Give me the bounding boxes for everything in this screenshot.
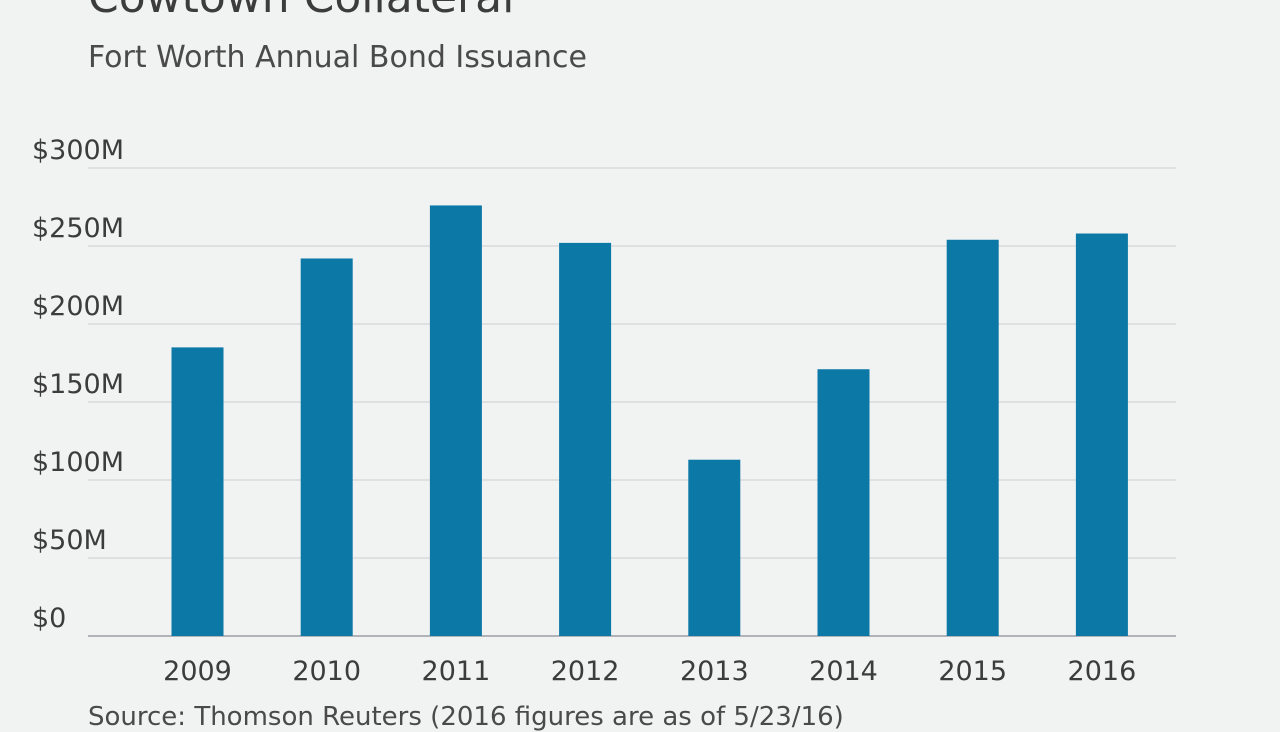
bar-2015 xyxy=(946,239,999,636)
bar-2012 xyxy=(559,242,612,636)
x-axis-tick-labels: 2009 2010 2011 2012 2013 2014 2015 2016 xyxy=(163,656,1136,687)
x-tick-label: 2014 xyxy=(809,656,878,687)
y-tick-label: $200M xyxy=(32,291,124,322)
y-axis-tick-labels: $0 $50M $100M $150M $200M $250M $300M xyxy=(32,135,124,634)
x-tick-label: 2013 xyxy=(680,656,749,687)
x-tick-label: 2009 xyxy=(163,656,232,687)
bar-2013 xyxy=(688,459,741,636)
gridlines xyxy=(88,167,1176,637)
bar-2009 xyxy=(171,347,224,636)
bar-2016 xyxy=(1075,233,1128,636)
x-tick-label: 2015 xyxy=(938,656,1007,687)
bar-2010 xyxy=(300,258,353,636)
y-tick-label: $50M xyxy=(32,525,107,556)
y-tick-label: $150M xyxy=(32,369,124,400)
source-note: Source: Thomson Reuters (2016 figures ar… xyxy=(88,702,844,732)
x-tick-label: 2011 xyxy=(422,656,491,687)
y-tick-label: $300M xyxy=(32,135,124,166)
y-tick-label: $250M xyxy=(32,213,124,244)
x-tick-label: 2012 xyxy=(551,656,620,687)
y-tick-label: $0 xyxy=(32,603,66,634)
chart-subtitle: Fort Worth Annual Bond Issuance xyxy=(88,40,587,75)
bar-2011 xyxy=(429,205,482,636)
bar-2014 xyxy=(817,369,870,636)
x-tick-label: 2016 xyxy=(1068,656,1137,687)
y-tick-label: $100M xyxy=(32,447,124,478)
x-tick-label: 2010 xyxy=(292,656,361,687)
chart-title: Cowtown Collateral xyxy=(88,0,514,23)
bars xyxy=(171,205,1128,636)
